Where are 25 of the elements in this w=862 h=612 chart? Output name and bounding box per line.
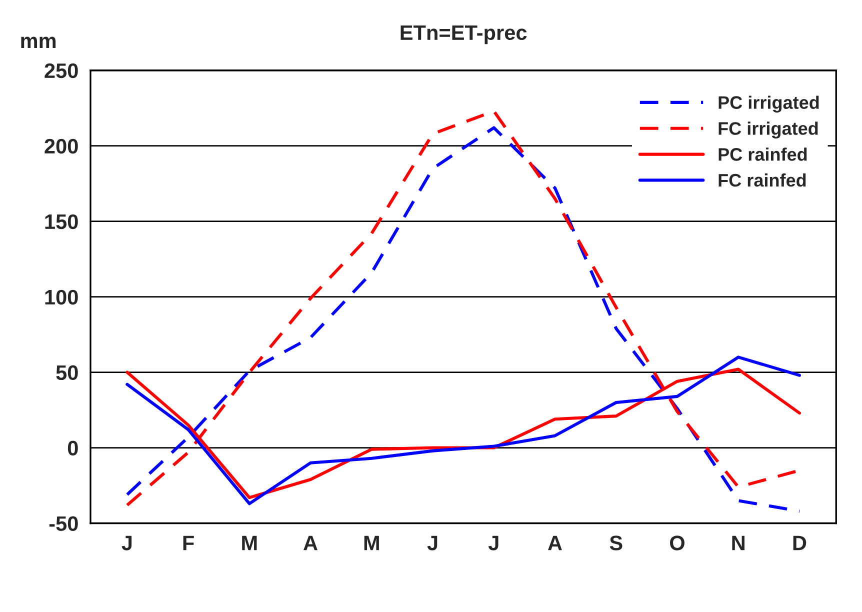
legend-label: PC irrigated — [718, 96, 819, 113]
y-tick-label: 200 — [44, 138, 78, 154]
y-tick-label: 250 — [44, 63, 78, 78]
x-tick-label: J — [122, 536, 132, 550]
y-tick-label: -50 — [49, 516, 78, 532]
chart-title: ETn=ET-prec — [400, 25, 527, 44]
x-tick-label: A — [548, 536, 562, 550]
y-tick-label: 50 — [56, 365, 78, 380]
y-tick-label: 0 — [68, 440, 78, 456]
legend-label: FC irrigated — [718, 122, 818, 139]
x-tick-label: F — [183, 536, 194, 550]
x-tick-label: S — [610, 536, 622, 550]
legend-label: FC rainfed — [718, 173, 806, 187]
x-tick-label: M — [364, 536, 379, 550]
x-tick-label: J — [488, 536, 498, 550]
y-axis-title: mm — [21, 36, 56, 48]
y-tick-label: 150 — [45, 214, 78, 230]
x-tick-label: O — [670, 536, 684, 550]
legend-label: PC rainfed — [718, 148, 807, 161]
y-tick-label: 100 — [45, 290, 78, 305]
x-tick-label: N — [732, 536, 744, 550]
x-tick-label: M — [242, 536, 257, 550]
x-tick-label: A — [304, 536, 318, 550]
x-tick-label: J — [427, 536, 438, 550]
x-tick-label: D — [793, 536, 806, 550]
